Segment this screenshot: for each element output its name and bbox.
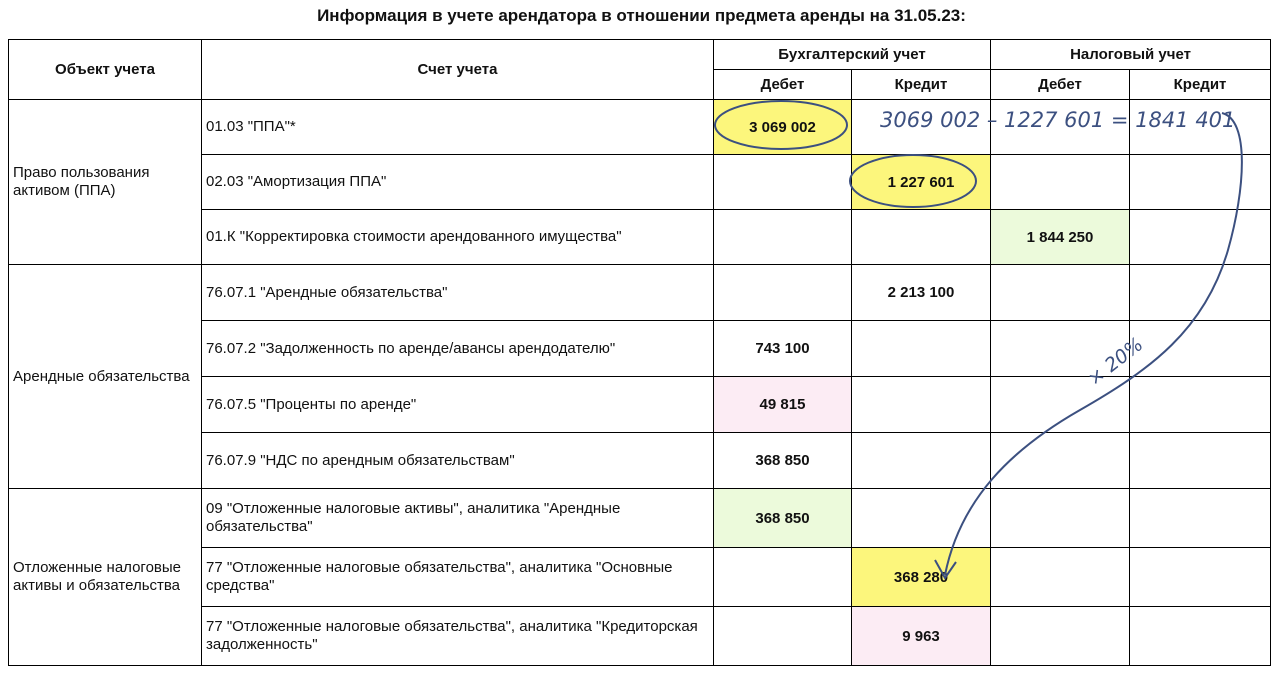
tax-debit-cell (990, 432, 1131, 489)
account-cell: 76.07.2 "Задолженность по аренде/авансы … (201, 320, 714, 377)
tax-credit-cell (1129, 99, 1272, 155)
account-cell: 77 "Отложенные налоговые обязательства",… (201, 606, 714, 666)
tax-credit-cell (1129, 320, 1272, 377)
header-buh-debit: Дебет (713, 69, 852, 100)
header-tax-debit: Дебет (990, 69, 1131, 100)
account-cell: 09 "Отложенные налоговые активы", аналит… (201, 488, 714, 548)
tax-debit-cell (990, 154, 1131, 210)
buh-credit-cell (850, 432, 992, 489)
table-row: 77 "Отложенные налоговые обязательства",… (9, 547, 1272, 607)
tax-credit-cell (1129, 209, 1272, 265)
tax-debit-cell: 1 844 250 (990, 209, 1131, 265)
page-title: Информация в учете арендатора в отношени… (317, 6, 966, 25)
tax-credit-cell (1129, 264, 1272, 321)
tax-debit-cell (990, 264, 1131, 321)
tax-debit-cell (990, 376, 1131, 433)
buh-credit-cell: 2 213 100 (850, 264, 992, 321)
header-account: Счет учета (201, 39, 714, 100)
buh-debit-cell: 743 100 (713, 320, 852, 377)
account-cell: 01.03 "ППА"* (201, 99, 714, 155)
header-object: Объект учета (8, 39, 202, 100)
table-row: 77 "Отложенные налоговые обязательства",… (9, 606, 1272, 666)
buh-debit-cell (713, 264, 852, 321)
tax-credit-cell (1129, 547, 1272, 607)
buh-credit-cell: 368 280 (850, 547, 992, 607)
tax-debit-cell (990, 99, 1131, 155)
buh-debit-cell: 368 850 (713, 432, 852, 489)
accounting-table: Объект учета Счет учета Бухгалтерский уч… (8, 39, 1272, 666)
tax-credit-cell (1129, 488, 1272, 548)
buh-credit-cell (850, 99, 992, 155)
account-cell: 76.07.9 "НДС по арендным обязательствам" (201, 432, 714, 489)
account-cell: 77 "Отложенные налоговые обязательства",… (201, 547, 714, 607)
buh-debit-cell: 3 069 002 (713, 99, 852, 155)
header-buh: Бухгалтерский учет (712, 39, 992, 70)
tax-debit-cell (990, 547, 1131, 607)
tax-debit-cell (990, 320, 1131, 377)
buh-credit-cell (850, 376, 992, 433)
buh-debit-cell: 368 850 (713, 488, 852, 548)
group-lease-liabilities: Арендные обязательства (8, 264, 202, 489)
account-cell: 76.07.1 "Арендные обязательства" (201, 264, 714, 321)
table-row: Отложенные налоговые активы и обязательс… (8, 488, 1272, 666)
tax-credit-cell (1129, 606, 1272, 666)
tax-debit-cell (990, 488, 1131, 548)
account-cell: 01.К "Корректировка стоимости арендованн… (201, 209, 714, 265)
tax-credit-cell (1129, 376, 1272, 433)
header-tax: Налоговый учет (990, 39, 1272, 70)
header-buh-credit: Кредит (850, 69, 992, 100)
tax-credit-cell (1129, 432, 1272, 489)
group-deferred-tax: Отложенные налоговые активы и обязательс… (8, 488, 202, 666)
account-cell: 02.03 "Амортизация ППА" (201, 154, 714, 210)
tax-credit-cell (1129, 154, 1272, 210)
buh-credit-cell (850, 209, 992, 265)
table-row: Право пользования активом (ППА) 01.03 "П… (8, 99, 1272, 265)
buh-credit-cell: 1 227 601 (850, 154, 992, 210)
buh-debit-cell (713, 606, 852, 666)
account-cell: 76.07.5 "Проценты по аренде" (201, 376, 714, 433)
buh-debit-cell (713, 154, 852, 210)
buh-credit-cell: 9 963 (850, 606, 992, 666)
buh-debit-cell (713, 209, 852, 265)
table-row: Арендные обязательства 76.07.1 "Арендные… (8, 264, 1272, 489)
buh-debit-cell (713, 547, 852, 607)
buh-debit-cell: 49 815 (713, 376, 852, 433)
buh-credit-cell (850, 488, 992, 548)
buh-credit-cell (850, 320, 992, 377)
group-ppa: Право пользования активом (ППА) (8, 99, 202, 265)
tax-debit-cell (990, 606, 1131, 666)
header-tax-credit: Кредит (1129, 69, 1272, 100)
